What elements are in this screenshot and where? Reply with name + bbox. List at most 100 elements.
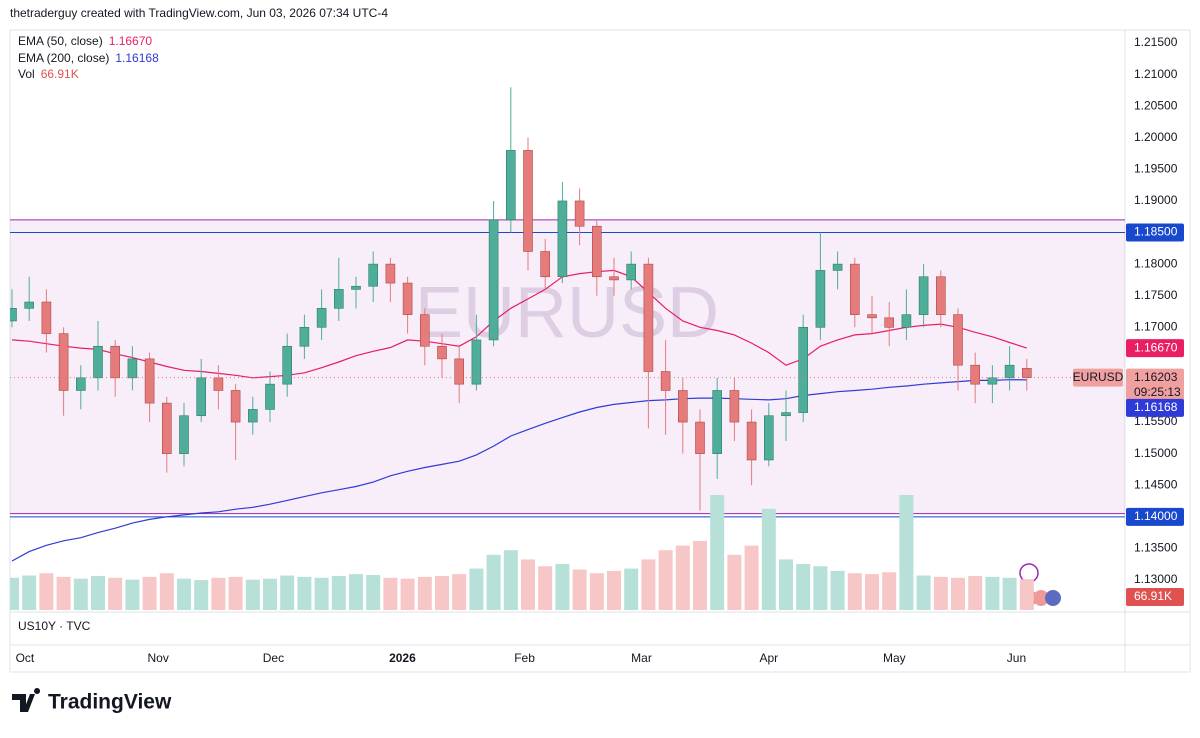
candle-body xyxy=(24,301,35,309)
volume-bar xyxy=(710,495,725,610)
volume-bar xyxy=(658,550,673,610)
candle-body xyxy=(437,345,447,360)
volume-bar xyxy=(297,576,312,610)
volume-bar xyxy=(796,564,811,610)
volume-bar xyxy=(125,579,140,610)
candle-body xyxy=(540,251,551,278)
candle-body xyxy=(299,326,310,347)
x-tick-label: Dec xyxy=(263,651,284,665)
volume-bar xyxy=(503,550,518,610)
candle-body xyxy=(368,263,379,287)
y-tick-label: 1.13000 xyxy=(1134,572,1178,586)
volume-bar xyxy=(39,573,54,610)
volume-bar xyxy=(727,554,742,610)
watermark: EURUSD xyxy=(415,273,719,353)
candle-body xyxy=(282,345,293,385)
candle-body xyxy=(935,276,946,315)
volume-bar xyxy=(452,574,467,610)
candle-body xyxy=(901,314,912,328)
volume-bar xyxy=(538,566,553,610)
candle-body xyxy=(230,390,241,423)
volume-axis-label: 66.91K xyxy=(1134,589,1172,603)
volume-bar xyxy=(435,575,449,610)
ema-line xyxy=(11,379,1027,562)
x-tick-label: Mar xyxy=(631,651,652,665)
y-tick-label: 1.19000 xyxy=(1134,193,1178,207)
candle-body xyxy=(970,364,981,385)
volume-bar xyxy=(91,575,105,610)
volume-bar xyxy=(211,577,226,610)
volume-bar xyxy=(56,576,71,610)
level-label: 1.18500 xyxy=(1134,225,1178,239)
candle-body xyxy=(695,421,705,454)
x-tick-label: May xyxy=(883,651,906,665)
candle-body xyxy=(110,345,120,379)
volume-bar xyxy=(331,575,346,610)
candle-body xyxy=(867,314,877,319)
candle-body xyxy=(832,263,843,271)
x-tick-label: Jun xyxy=(1007,651,1026,665)
y-tick-label: 1.21000 xyxy=(1134,67,1178,81)
volume-bar xyxy=(847,573,862,610)
volume-bar xyxy=(830,570,845,610)
x-tick-label: Feb xyxy=(514,651,535,665)
candle-body xyxy=(660,371,671,391)
legend-value: 1.16670 xyxy=(109,34,153,48)
volume-bar xyxy=(1002,577,1017,610)
candle-body xyxy=(643,263,654,372)
candle-body xyxy=(591,225,602,278)
volume-bar xyxy=(572,569,587,610)
x-tick-label: Oct xyxy=(16,651,35,665)
volume-bar xyxy=(1019,579,1034,610)
legend-value: 66.91K xyxy=(41,67,79,81)
volume-bar xyxy=(142,576,157,610)
flag-icon[interactable] xyxy=(1045,590,1061,606)
candle-body xyxy=(248,409,258,423)
candle-body xyxy=(781,412,791,417)
legend-name: EMA (50, close) xyxy=(18,34,103,48)
y-tick-label: 1.17000 xyxy=(1134,319,1178,333)
volume-bar xyxy=(968,575,983,610)
volume-bar xyxy=(10,577,19,610)
volume-bar xyxy=(314,577,329,610)
ema-box xyxy=(1126,398,1184,417)
volume-bar xyxy=(366,575,381,610)
candle-body xyxy=(488,219,499,341)
ema-line xyxy=(11,269,1027,379)
volume-bar xyxy=(813,566,828,610)
candle-body xyxy=(10,308,17,322)
volume-bar xyxy=(916,575,931,610)
candle-body xyxy=(196,377,206,417)
candle-body xyxy=(574,200,585,227)
volume-bar xyxy=(985,576,1000,610)
plot-area xyxy=(10,87,1125,610)
candle-body xyxy=(746,421,757,461)
candle-body xyxy=(557,200,568,278)
volume-bar xyxy=(899,495,914,610)
flag-icon[interactable] xyxy=(1033,590,1049,606)
volume-bar xyxy=(280,575,295,610)
candle-body xyxy=(316,308,327,328)
header: thetraderguy created with TradingView.co… xyxy=(10,6,388,20)
candle-body xyxy=(471,339,482,385)
candle-body xyxy=(265,383,275,410)
candle-body xyxy=(815,270,826,328)
y-tick-label: 1.17500 xyxy=(1134,288,1178,302)
symbol-box xyxy=(1073,368,1123,387)
candle-body xyxy=(849,263,860,315)
candle-body xyxy=(626,263,637,281)
candle-body xyxy=(351,285,361,290)
candle-body xyxy=(93,345,103,379)
logo-mark xyxy=(12,688,41,712)
volume-bar xyxy=(469,568,484,610)
volume-bar xyxy=(761,508,776,610)
candle-body xyxy=(385,263,396,284)
candle-body xyxy=(213,377,224,391)
level-label: 1.14000 xyxy=(1134,509,1178,523)
candle-body xyxy=(712,390,723,454)
volume-bar xyxy=(177,578,191,610)
candle-body xyxy=(763,415,774,461)
candle-body xyxy=(798,326,809,413)
volume-bar xyxy=(589,573,604,610)
